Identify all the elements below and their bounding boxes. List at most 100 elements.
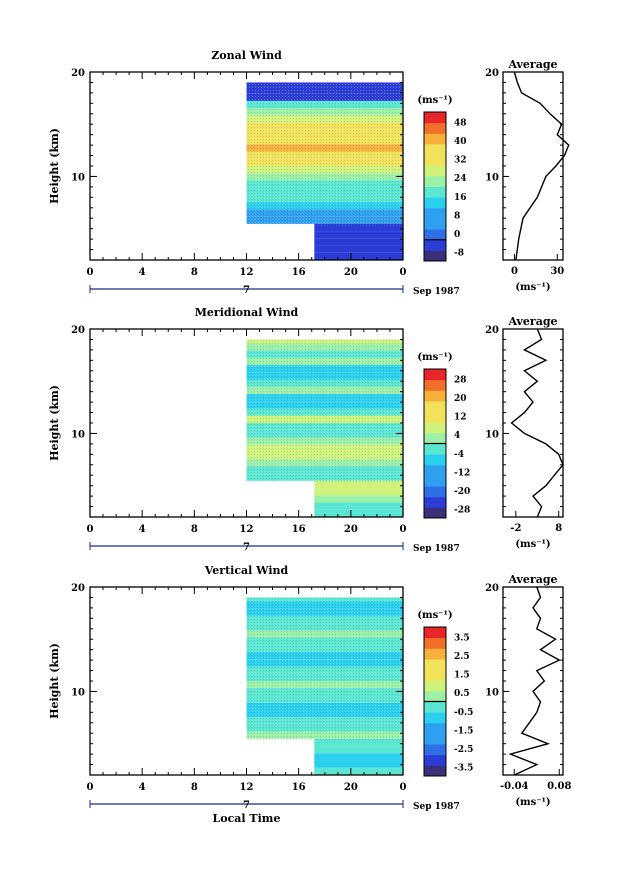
colorbar-tick-label: -20: [454, 487, 470, 497]
colorbar-swatch: [424, 390, 446, 402]
colorbar-swatch: [424, 197, 446, 209]
colorbar-swatch: [424, 637, 446, 649]
y-tick-label: 20: [71, 325, 85, 336]
colorbar-tick-label: -8: [454, 249, 464, 259]
colorbar-swatch: [424, 507, 446, 519]
heatmap-band: [314, 760, 403, 768]
x-tick-label: 4: [139, 267, 146, 278]
x-tick-label: 0: [87, 782, 94, 793]
colorbar-swatch: [424, 186, 446, 198]
x-tick-label: 12: [240, 524, 254, 535]
average-profile-line: [508, 586, 561, 776]
colorbar-tick-label: -28: [454, 506, 470, 516]
colorbar-swatch: [424, 464, 446, 476]
colorbar-swatch: [424, 701, 446, 713]
colorbar-tick-label: 12: [454, 413, 467, 423]
x-tick-label: 4: [139, 782, 146, 793]
heatmap-band: [314, 238, 403, 246]
panel-3: Vertical Wind 20 10 Height (km) 0 4 8 12 16 20 0 7 S…: [48, 564, 571, 812]
y-axis-label: Height (km): [48, 643, 61, 719]
colorbar-swatch: [424, 765, 446, 777]
average-profile-line: [513, 71, 570, 261]
average-title: Average: [507, 573, 557, 586]
x-tick-label: 20: [344, 524, 358, 535]
colorbar-frame: [423, 111, 447, 262]
average-x-axis-label: (ms⁻¹): [515, 539, 550, 550]
heatmap-band: [314, 488, 403, 496]
date-marker: 7: [243, 800, 250, 811]
heatmap-band: [314, 753, 403, 761]
x-tick-label: 0: [400, 524, 407, 535]
colorbar-swatch: [424, 443, 446, 455]
x-tick-label: 16: [292, 782, 306, 793]
x-tick-label: 12: [240, 782, 254, 793]
colorbar-swatch: [424, 754, 446, 766]
colorbar-swatch: [424, 422, 446, 434]
colorbar-swatch: [424, 627, 446, 639]
x-tick-label: 16: [292, 524, 306, 535]
average-x-tick-label: 30: [550, 266, 564, 277]
colorbar-swatch: [424, 133, 446, 145]
heatmap-band: [314, 738, 403, 747]
heatmap-band: [314, 509, 403, 517]
colorbar-swatch: [424, 669, 446, 681]
average-x-tick-label: -2: [510, 523, 521, 534]
colorbar-swatch: [424, 496, 446, 508]
colorbar-swatch: [424, 486, 446, 498]
y-tick-label: 20: [71, 68, 85, 79]
colorbar-unit: (ms⁻¹): [417, 95, 452, 106]
average-y-tick-label: 20: [485, 325, 499, 336]
colorbar-tick-label: 20: [454, 394, 467, 404]
average-y-tick-label: 20: [485, 583, 499, 594]
y-tick-label: 10: [71, 172, 85, 183]
heatmap-band: [314, 231, 403, 239]
x-tick-label: 0: [400, 267, 407, 278]
average-frame: [502, 586, 564, 776]
colorbar-swatch: [424, 411, 446, 423]
colorbar-swatch: [424, 122, 446, 134]
panel-title: Vertical Wind: [204, 564, 289, 577]
date-marker: 7: [243, 542, 250, 553]
colorbar-tick-label: -4: [454, 450, 464, 460]
x-tick-label: 8: [191, 524, 198, 535]
average-y-tick-label: 10: [485, 429, 499, 440]
average-x-axis-label: (ms⁻¹): [515, 797, 550, 808]
x-tick-label: 0: [87, 524, 94, 535]
x-tick-label: 20: [344, 267, 358, 278]
colorbar-tick-label: 8: [454, 211, 460, 221]
average-x-tick-label: 0.08: [547, 781, 571, 792]
colorbar-swatch: [424, 744, 446, 756]
average-profile-line: [510, 328, 564, 518]
colorbar-swatch: [424, 733, 446, 745]
colorbar-swatch: [424, 475, 446, 487]
heatmap-band: [314, 245, 403, 253]
colorbar-tick-label: 1.5: [454, 671, 470, 681]
colorbar-swatch: [424, 175, 446, 187]
colorbar-tick-label: 4: [454, 431, 460, 441]
colorbar-swatch: [424, 207, 446, 219]
colorbar-tick-label: 0.5: [454, 689, 470, 699]
average-y-tick-label: 20: [485, 68, 499, 79]
average-x-axis-label: (ms⁻¹): [515, 282, 550, 293]
colorbar-tick-label: -1.5: [454, 726, 473, 736]
panel-title: Zonal Wind: [211, 49, 282, 62]
colorbar-swatch: [424, 400, 446, 413]
colorbar-swatch: [424, 218, 446, 230]
colorbar-tick-label: 3.5: [454, 633, 470, 643]
colorbar-swatch: [424, 680, 446, 692]
x-tick-label: 8: [191, 782, 198, 793]
colorbar-tick-label: 24: [454, 174, 467, 184]
colorbar-swatch: [424, 369, 446, 381]
y-axis-label: Height (km): [48, 385, 61, 461]
average-y-tick-label: 10: [485, 172, 499, 183]
colorbar-tick-label: 48: [454, 118, 467, 128]
colorbar-swatch: [424, 154, 446, 166]
colorbar-tick-label: 0: [454, 230, 460, 240]
heatmap-band: [314, 767, 403, 775]
colorbar-swatch: [424, 165, 446, 177]
x-tick-label: 0: [400, 782, 407, 793]
average-title: Average: [507, 315, 557, 328]
date-label: Sep 1987: [413, 802, 460, 812]
